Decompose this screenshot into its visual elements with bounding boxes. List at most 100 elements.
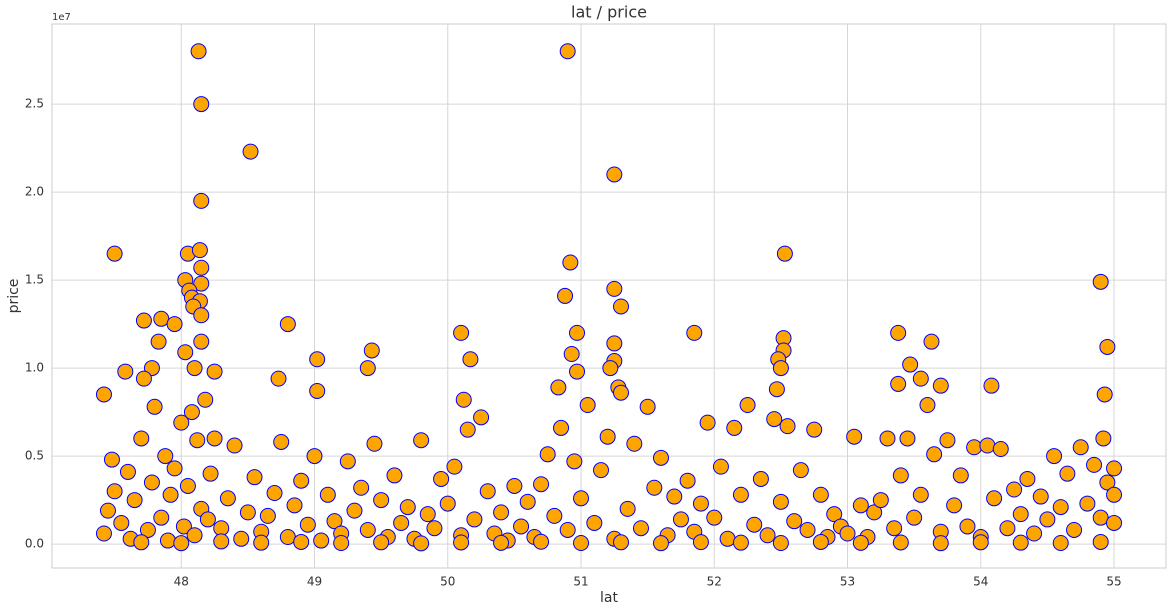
point xyxy=(426,520,443,537)
point xyxy=(573,490,590,507)
point xyxy=(593,462,610,479)
point xyxy=(189,432,206,449)
point xyxy=(786,513,803,530)
point xyxy=(143,360,160,377)
point xyxy=(177,344,194,361)
point xyxy=(1072,439,1089,456)
point xyxy=(586,514,603,531)
point xyxy=(359,521,376,538)
point xyxy=(479,483,496,500)
point xyxy=(666,488,683,505)
point xyxy=(726,419,743,436)
point xyxy=(186,360,203,377)
points xyxy=(95,43,1123,552)
point xyxy=(206,363,223,380)
point xyxy=(692,495,709,512)
point xyxy=(1019,470,1036,487)
point xyxy=(143,474,160,491)
x-tick-label: 52 xyxy=(707,575,722,589)
point xyxy=(135,370,152,387)
point xyxy=(546,507,563,524)
point xyxy=(270,370,287,387)
point xyxy=(95,386,112,403)
point xyxy=(806,421,823,438)
point xyxy=(569,363,586,380)
point xyxy=(293,533,310,550)
point xyxy=(139,521,156,538)
point xyxy=(926,446,943,463)
point xyxy=(606,335,623,352)
point xyxy=(1106,486,1123,503)
y-tick-label: 2.5 xyxy=(25,97,44,111)
point xyxy=(639,398,656,415)
point xyxy=(183,404,200,421)
point xyxy=(562,254,579,271)
x-tick-label: 54 xyxy=(973,575,988,589)
point xyxy=(1026,525,1043,542)
point xyxy=(1099,338,1116,355)
x-tick-label: 49 xyxy=(307,575,322,589)
point xyxy=(359,360,376,377)
point xyxy=(553,419,570,436)
point xyxy=(99,502,116,519)
point xyxy=(353,479,370,496)
point xyxy=(259,507,276,524)
point xyxy=(299,516,316,533)
point xyxy=(1099,474,1116,491)
point xyxy=(612,534,629,551)
point xyxy=(602,360,619,377)
point xyxy=(1086,456,1103,473)
point xyxy=(899,430,916,447)
point xyxy=(373,492,390,509)
point xyxy=(446,458,463,475)
point xyxy=(719,530,736,547)
y-axis-label: price xyxy=(6,279,22,314)
point xyxy=(772,360,789,377)
point xyxy=(932,535,949,552)
point xyxy=(193,96,210,113)
point xyxy=(419,506,436,523)
point xyxy=(199,511,216,528)
point xyxy=(159,532,176,549)
point xyxy=(1095,430,1112,447)
point xyxy=(533,476,550,493)
point xyxy=(846,428,863,445)
point xyxy=(563,345,580,362)
point xyxy=(191,242,208,259)
point xyxy=(559,43,576,60)
point xyxy=(879,430,896,447)
plot-area xyxy=(51,23,1167,569)
point xyxy=(373,534,390,551)
point xyxy=(493,504,510,521)
point xyxy=(166,460,183,477)
point xyxy=(768,381,785,398)
point xyxy=(972,534,989,551)
point xyxy=(242,143,259,160)
point xyxy=(939,432,956,449)
point xyxy=(1059,465,1076,482)
point xyxy=(979,437,996,454)
point xyxy=(319,486,336,503)
point xyxy=(890,375,907,392)
point xyxy=(766,411,783,428)
point xyxy=(193,275,210,292)
point xyxy=(113,514,130,531)
point xyxy=(923,333,940,350)
point xyxy=(557,287,574,304)
point xyxy=(732,534,749,551)
point xyxy=(1052,499,1069,516)
point xyxy=(186,527,203,544)
point xyxy=(779,418,796,435)
point xyxy=(119,463,136,480)
point xyxy=(646,479,663,496)
point xyxy=(986,490,1003,507)
point xyxy=(333,535,350,552)
point xyxy=(999,520,1016,537)
point xyxy=(792,462,809,479)
point xyxy=(1106,460,1123,477)
point xyxy=(906,509,923,526)
point xyxy=(772,535,789,552)
point xyxy=(399,499,416,516)
point xyxy=(175,518,192,535)
point xyxy=(619,500,636,517)
